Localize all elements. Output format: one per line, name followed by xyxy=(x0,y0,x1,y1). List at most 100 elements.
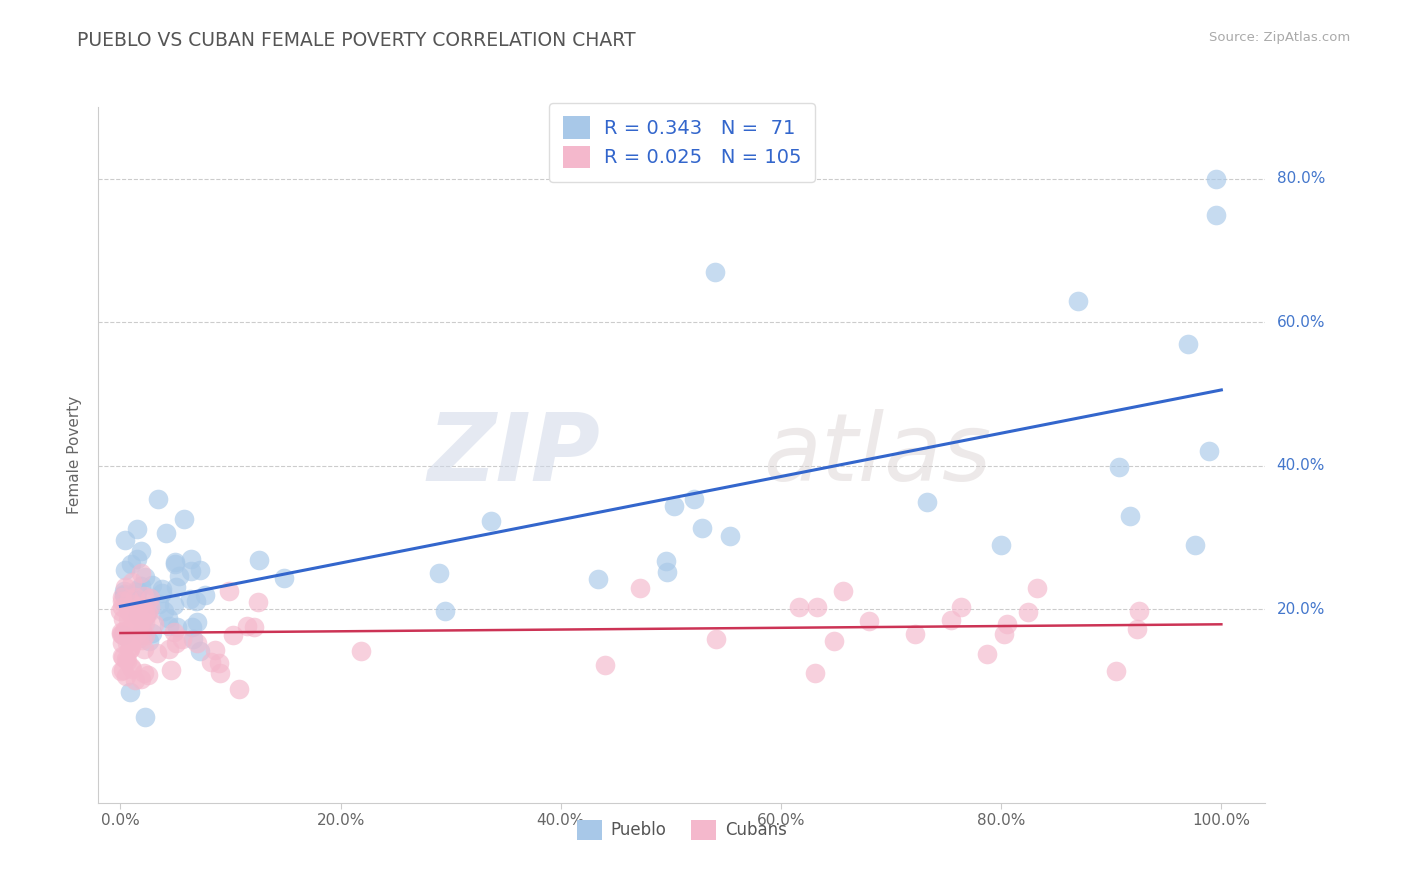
Point xyxy=(114,533,136,547)
Legend: Pueblo, Cubans: Pueblo, Cubans xyxy=(571,813,793,847)
Point xyxy=(125,522,148,536)
Point xyxy=(110,591,132,605)
Point xyxy=(134,615,156,629)
Point xyxy=(129,543,152,558)
Point xyxy=(120,620,142,634)
Point xyxy=(127,607,149,622)
Point xyxy=(1128,604,1150,618)
Point xyxy=(166,580,188,594)
Point xyxy=(115,669,138,683)
Point xyxy=(273,571,295,585)
Point xyxy=(131,633,153,648)
Point xyxy=(683,492,706,507)
Point xyxy=(433,604,456,618)
Point xyxy=(120,558,142,572)
Point xyxy=(150,582,173,596)
Point xyxy=(115,624,138,639)
Text: Source: ZipAtlas.com: Source: ZipAtlas.com xyxy=(1209,31,1350,45)
Point xyxy=(628,581,651,595)
Point xyxy=(138,591,160,605)
Point xyxy=(180,552,202,566)
Point xyxy=(586,572,609,586)
Point xyxy=(134,606,156,620)
Point xyxy=(118,604,141,618)
Point xyxy=(132,589,155,603)
Point xyxy=(110,627,132,641)
Point xyxy=(118,643,141,657)
Point xyxy=(121,628,143,642)
Point xyxy=(917,495,939,509)
Point xyxy=(236,619,259,633)
Point xyxy=(169,568,191,582)
Point xyxy=(125,582,148,597)
Point xyxy=(127,551,149,566)
Point xyxy=(180,564,202,578)
Point xyxy=(662,499,685,513)
Point xyxy=(593,658,616,673)
Point xyxy=(1126,623,1149,637)
Text: 60.0%: 60.0% xyxy=(1277,315,1324,330)
Point xyxy=(131,611,153,625)
Point xyxy=(1108,460,1130,475)
Point xyxy=(134,609,156,624)
Y-axis label: Female Poverty: Female Poverty xyxy=(67,396,83,514)
Point xyxy=(1177,336,1199,351)
Point xyxy=(1198,444,1220,458)
Point xyxy=(115,630,138,644)
Point xyxy=(995,616,1018,631)
Text: PUEBLO VS CUBAN FEMALE POVERTY CORRELATION CHART: PUEBLO VS CUBAN FEMALE POVERTY CORRELATI… xyxy=(77,31,636,50)
Point xyxy=(350,644,373,658)
Point xyxy=(1205,171,1227,186)
Point xyxy=(117,613,139,627)
Point xyxy=(125,626,148,640)
Point xyxy=(111,635,134,649)
Point xyxy=(179,592,201,607)
Point xyxy=(136,607,159,621)
Point xyxy=(170,632,193,646)
Point xyxy=(115,655,138,669)
Point xyxy=(128,617,150,632)
Point xyxy=(114,581,136,595)
Point xyxy=(950,600,973,615)
Point xyxy=(111,611,134,625)
Point xyxy=(125,619,148,633)
Point xyxy=(427,566,450,580)
Point xyxy=(208,665,231,680)
Point xyxy=(125,594,148,608)
Point xyxy=(1205,208,1227,222)
Point xyxy=(132,665,155,680)
Point xyxy=(129,566,152,581)
Point xyxy=(718,529,741,543)
Point xyxy=(163,598,186,612)
Point xyxy=(990,538,1012,552)
Point xyxy=(903,626,925,640)
Point xyxy=(112,628,135,642)
Point xyxy=(128,631,150,645)
Point xyxy=(186,615,208,630)
Point xyxy=(208,656,231,670)
Point xyxy=(117,628,139,642)
Point xyxy=(112,583,135,598)
Point xyxy=(110,664,132,678)
Text: 40.0%: 40.0% xyxy=(1277,458,1324,473)
Point xyxy=(157,619,180,633)
Point xyxy=(120,684,142,698)
Point xyxy=(1105,664,1128,678)
Point xyxy=(163,555,186,569)
Point xyxy=(125,605,148,619)
Point xyxy=(134,608,156,623)
Point xyxy=(704,632,727,647)
Point xyxy=(111,626,134,640)
Point xyxy=(117,623,139,637)
Point xyxy=(165,636,187,650)
Point xyxy=(111,649,134,664)
Point xyxy=(121,630,143,644)
Point xyxy=(121,574,143,589)
Point xyxy=(112,588,135,602)
Point xyxy=(120,642,142,657)
Point xyxy=(118,605,141,619)
Point xyxy=(823,634,845,648)
Point xyxy=(200,655,222,669)
Point xyxy=(111,594,134,608)
Point xyxy=(153,604,176,618)
